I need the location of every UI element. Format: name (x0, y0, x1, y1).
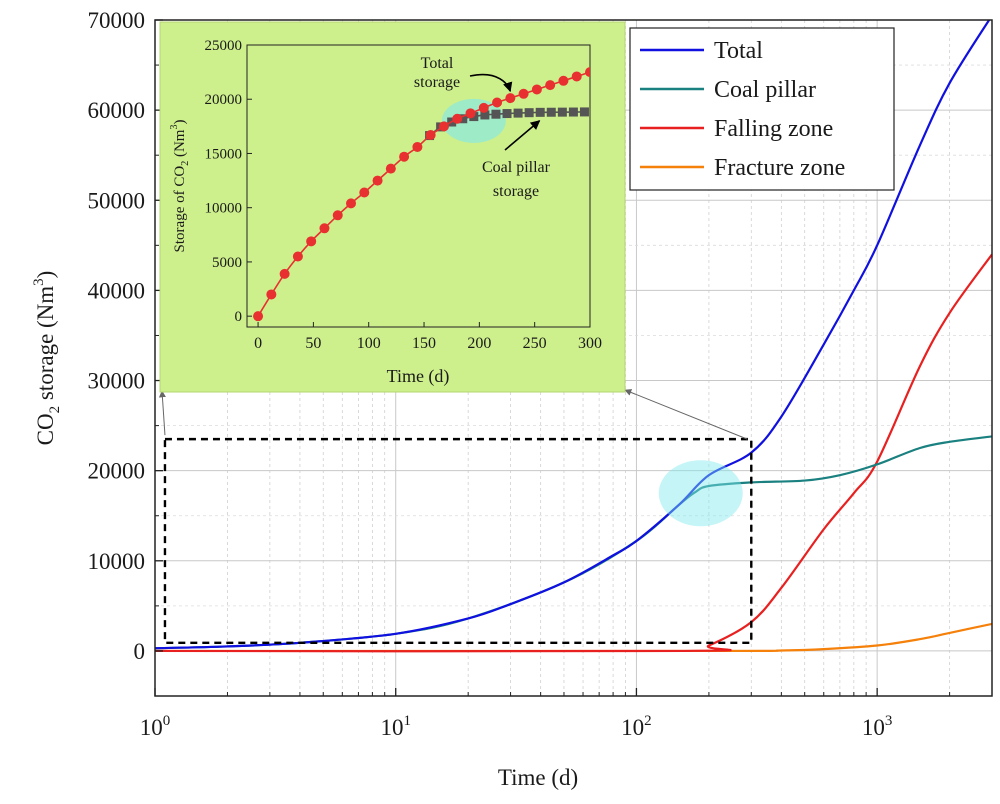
zoom-connector-left (158, 390, 166, 436)
inset-point-total (545, 80, 556, 91)
series-line-total (155, 20, 991, 650)
inset-point-total (359, 187, 370, 198)
inset-point-total (558, 75, 569, 86)
inset-point-total (279, 268, 290, 279)
inset-point-coal-pillar (513, 108, 523, 118)
inset-point-total (306, 236, 317, 247)
inset-point-coal-pillar (502, 109, 512, 119)
zoom-indicator (158, 389, 753, 645)
inset-point-total (385, 163, 396, 174)
inset-series-group (253, 67, 590, 322)
y-tick-label: 30000 (88, 369, 146, 394)
series-line-falling-zone (155, 253, 992, 653)
x-tick-label: 100 (140, 713, 171, 740)
inset-x-tick-label: 50 (305, 335, 321, 352)
x-tick-label: 103 (862, 713, 893, 740)
inset-x-tick-label: 0 (254, 335, 262, 352)
main-y-axis-label: CO2 storage (Nm3) (31, 271, 63, 446)
inset-point-total (478, 102, 489, 113)
legend-box (629, 27, 895, 191)
inset-point-total (292, 251, 303, 262)
inset-point-total (399, 151, 410, 162)
inset-y-tick-label: 0 (235, 309, 243, 325)
legend: Total Coal pillar Falling zone Fracture zon… (629, 27, 895, 191)
legend-label-fracture-zone: Fracture zone (714, 155, 845, 181)
inset-annotation-total: Total storage (414, 55, 460, 91)
inset-point-coal-pillar (546, 107, 556, 117)
inset-point-total (452, 113, 463, 124)
inset-y-tick-label: 5000 (212, 255, 242, 271)
legend-label-coal-pillar: Coal pillar (714, 77, 816, 103)
zoom-connector-right (624, 389, 748, 440)
inset-point-coal-pillar (568, 107, 578, 117)
inset-point-coal-pillar (524, 108, 534, 118)
inset-arrow-total (469, 73, 513, 93)
inset-point-total (253, 311, 264, 322)
inset-point-total (438, 121, 449, 132)
main-x-axis-label: Time (d) (498, 765, 578, 790)
inset-point-total (531, 84, 542, 95)
y-tick-label: 50000 (88, 188, 146, 213)
inset-point-total (505, 93, 516, 104)
inset-point-total (571, 71, 582, 82)
inset-content: 0 50 100 150 200 250 300 0 5000 10000 15000 20000 25… (205, 38, 603, 352)
main-highlight-ellipse (658, 460, 743, 527)
y-tick-label: 60000 (88, 98, 146, 123)
x-tick-label: 101 (380, 713, 411, 740)
inset-point-coal-pillar (557, 107, 567, 117)
inset-point-total (332, 210, 343, 221)
y-tick-label: 20000 (88, 459, 146, 484)
inset-point-total (465, 108, 476, 119)
inset-point-total (425, 130, 436, 141)
inset-y-tick-label: 20000 (205, 92, 243, 108)
y-tick-label: 40000 (88, 278, 146, 303)
zoom-box (163, 437, 753, 645)
inset-point-total (319, 223, 330, 234)
y-tick-label: 70000 (88, 8, 146, 33)
inset-point-coal-pillar (491, 109, 501, 119)
inset-x-tick-label: 150 (412, 335, 436, 352)
inset-x-axis-label: Time (d) (387, 366, 450, 387)
inset-point-coal-pillar (579, 107, 589, 117)
inset-y-tick-label: 10000 (205, 201, 243, 217)
inset-point-total (372, 175, 383, 186)
inset-point-total (585, 67, 590, 78)
y-tick-label: 0 (134, 639, 146, 664)
inset-annotation-coal-pillar: Coal pillar storage (482, 159, 551, 200)
inset-arrow-coal-pillar (504, 120, 541, 151)
highlight-ellipse (658, 460, 743, 527)
x-tick-label: 102 (621, 713, 652, 740)
inset-y-tick-label: 15000 (205, 146, 243, 162)
inset-point-total (492, 97, 503, 108)
inset-point-coal-pillar (480, 110, 490, 120)
inset-x-tick-label: 200 (467, 335, 491, 352)
main-plot-frame (154, 19, 993, 697)
inset-point-coal-pillar (535, 107, 545, 117)
main-series-group (155, 20, 992, 653)
inset-x-tick-label: 100 (357, 335, 381, 352)
inset-point-total (412, 141, 423, 152)
legend-label-total: Total (714, 38, 763, 64)
inset-x-tick-label: 300 (578, 335, 602, 352)
inset-point-coal-pillar (458, 114, 468, 124)
inset-y-axis-label: Storage of CO2 (Nm3) (169, 120, 191, 253)
inset-point-total (266, 289, 277, 300)
inset-x-tick-label: 250 (523, 335, 547, 352)
inset-point-total (518, 88, 529, 99)
inset-y-tick-label: 25000 (205, 38, 243, 54)
y-tick-label: 10000 (88, 549, 146, 574)
inset-point-total (346, 198, 357, 209)
legend-label-falling-zone: Falling zone (714, 116, 833, 142)
